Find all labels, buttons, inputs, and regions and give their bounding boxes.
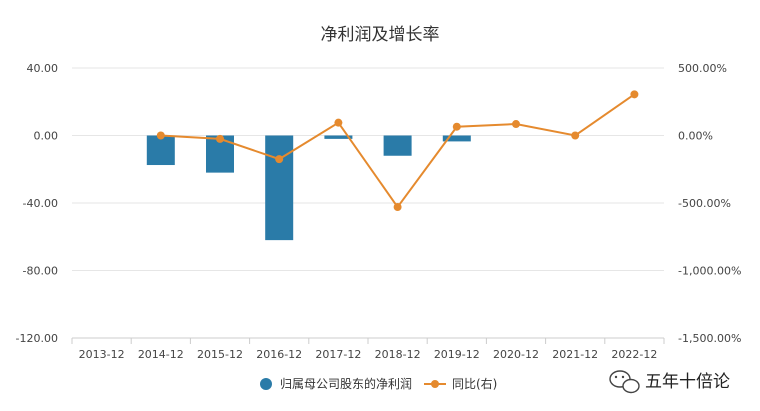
right-tick-label: -1,500.00% <box>678 332 741 345</box>
line-point <box>156 131 165 140</box>
right-tick-label: -500.00% <box>678 197 731 210</box>
x-tick-label: 2015-12 <box>197 348 243 361</box>
bar <box>324 135 353 139</box>
x-tick-label: 2014-12 <box>138 348 184 361</box>
right-tick-label: 500.00% <box>678 62 727 75</box>
line-series <box>156 90 639 212</box>
bar <box>265 135 294 241</box>
x-axis: 2013-12 2014-12 2015-12 2016-12 2017-12 2018-… <box>71 337 665 361</box>
x-tick-label: 2022-12 <box>611 348 657 361</box>
bar <box>442 135 471 142</box>
x-tick-label: 2020-12 <box>493 348 539 361</box>
legend-line-label: 同比(右) <box>452 376 497 391</box>
x-tick-label: 2018-12 <box>375 348 421 361</box>
legend-bar-label: 归属母公司股东的净利润 <box>280 376 412 391</box>
bar-series <box>146 135 471 241</box>
line-point <box>630 90 639 99</box>
watermark-text: 五年十倍论 <box>645 372 730 392</box>
line-point <box>393 203 402 212</box>
line-point <box>334 118 343 127</box>
legend: 归属母公司股东的净利润 同比(右) <box>260 376 497 391</box>
bar <box>383 135 412 156</box>
left-tick-label: 40.00 <box>27 62 59 75</box>
x-tick-label: 2019-12 <box>434 348 480 361</box>
x-tick-label: 2016-12 <box>256 348 302 361</box>
gridlines <box>72 67 664 339</box>
watermark: 五年十倍论 <box>609 370 730 394</box>
left-tick-label: 0.00 <box>34 130 59 143</box>
line-point <box>275 155 284 164</box>
legend-line-dot <box>431 380 439 388</box>
chart-title: 净利润及增长率 <box>321 25 440 45</box>
x-tick-label: 2017-12 <box>315 348 361 361</box>
right-tick-label: 0.00% <box>678 130 713 143</box>
left-axis-ticks: 40.00 0.00 -40.00 -80.00 -120.00 <box>16 62 58 345</box>
line-point <box>512 120 520 129</box>
right-tick-label: -1,000.00% <box>678 265 741 278</box>
x-tick-label: 2021-12 <box>552 348 598 361</box>
line-point <box>216 134 224 143</box>
line-point <box>571 131 580 140</box>
left-tick-label: -120.00 <box>16 332 58 345</box>
left-tick-label: -80.00 <box>23 265 58 278</box>
wechat-icon <box>609 370 640 394</box>
legend-bar-marker <box>260 378 272 390</box>
left-tick-label: -40.00 <box>23 197 58 210</box>
bar <box>146 135 175 166</box>
x-tick-label: 2013-12 <box>79 348 125 361</box>
line-point <box>452 122 461 131</box>
right-axis-ticks: 500.00% 0.00% -500.00% -1,000.00% -1,500.00% <box>678 62 741 345</box>
